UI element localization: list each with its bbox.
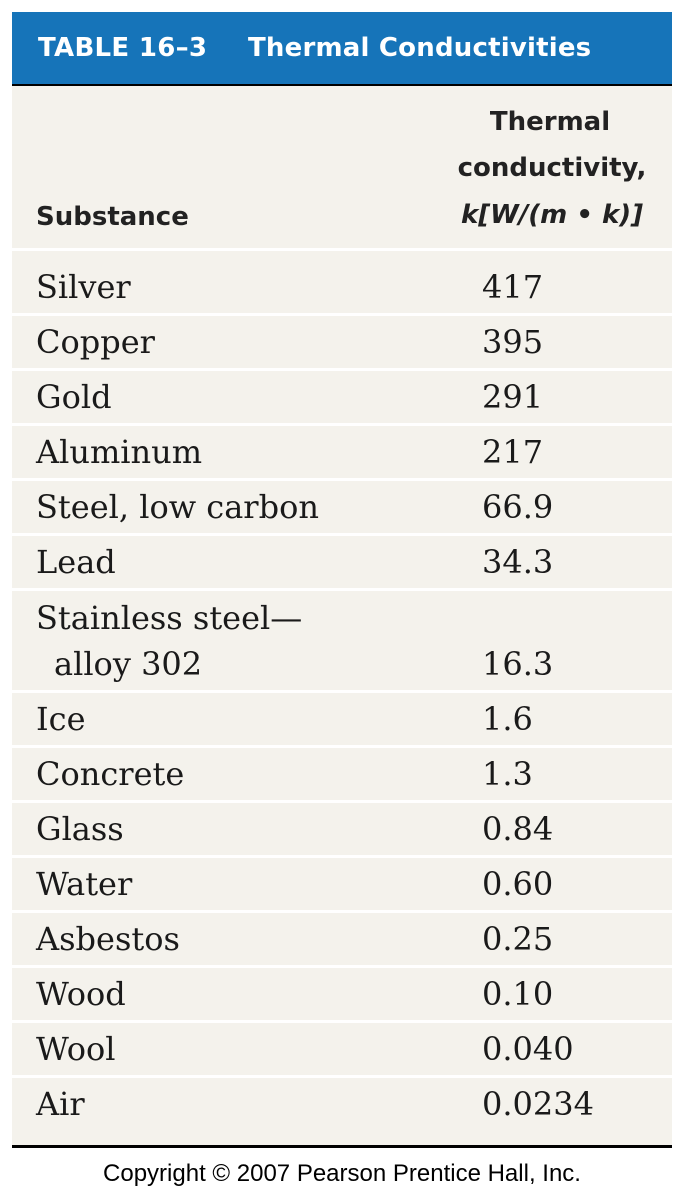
column-header-k-line1: Thermal: [489, 107, 611, 137]
row-value: 1.6: [482, 700, 533, 738]
row-name: Steel, low carbon: [36, 488, 319, 526]
row-name: Silver: [36, 268, 131, 306]
row-value: 0.10: [482, 975, 554, 1013]
table-frame: TABLE 16–3 Thermal Conductivities Therma…: [12, 12, 672, 1147]
row-divider: [12, 1075, 672, 1078]
column-header-substance: Substance: [36, 202, 189, 232]
row-value: 0.25: [482, 920, 554, 958]
row-name: Gold: [36, 378, 112, 416]
row-name: Asbestos: [36, 920, 180, 958]
table-number: TABLE 16–3: [38, 33, 208, 63]
title-divider: [12, 84, 672, 86]
row-divider: [12, 800, 672, 803]
row-name: Copper: [36, 323, 155, 361]
row-name: Air: [36, 1085, 85, 1123]
table-title: Thermal Conductivities: [248, 33, 592, 63]
row-name: Concrete: [36, 755, 185, 793]
row-divider: [12, 855, 672, 858]
row-value: 0.60: [482, 865, 554, 903]
row-name: Stainless steel—: [36, 599, 303, 637]
row-name: Glass: [36, 810, 124, 848]
row-value: 1.3: [482, 755, 533, 793]
row-divider: [12, 478, 672, 481]
row-value: 217: [482, 433, 544, 471]
row-value: 417: [482, 268, 544, 306]
row-value: 0.040: [482, 1030, 574, 1068]
copyright-notice: Copyright © 2007 Pearson Prentice Hall, …: [103, 1160, 581, 1187]
row-name: Water: [36, 865, 133, 903]
table-title-bar: TABLE 16–3 Thermal Conductivities: [12, 12, 672, 84]
row-name-continuation: alloy 302: [54, 645, 203, 683]
row-name: Ice: [36, 700, 86, 738]
row-divider: [12, 368, 672, 371]
row-value: 0.0234: [482, 1085, 594, 1123]
row-divider: [12, 313, 672, 316]
row-divider: [12, 745, 672, 748]
row-divider: [12, 533, 672, 536]
row-divider: [12, 690, 672, 693]
column-header-k-line2: conductivity,: [457, 153, 647, 183]
column-header-k-line3: k[W/(m • k)]: [460, 200, 644, 230]
row-name: Lead: [36, 543, 116, 581]
row-value: 0.84: [482, 810, 554, 848]
row-divider: [12, 588, 672, 591]
row-value: 66.9: [482, 488, 554, 526]
table-bottom-rule: [12, 1145, 672, 1148]
row-name: Wood: [36, 975, 126, 1013]
row-value: 34.3: [482, 543, 554, 581]
row-divider: [12, 1020, 672, 1023]
row-value: 395: [482, 323, 544, 361]
row-name: Wool: [36, 1030, 116, 1068]
row-divider: [12, 423, 672, 426]
row-divider: [12, 965, 672, 968]
row-name: Aluminum: [36, 433, 203, 471]
row-divider: [12, 248, 672, 251]
row-value: 16.3: [482, 645, 554, 683]
row-value: 291: [482, 378, 544, 416]
row-divider: [12, 910, 672, 913]
